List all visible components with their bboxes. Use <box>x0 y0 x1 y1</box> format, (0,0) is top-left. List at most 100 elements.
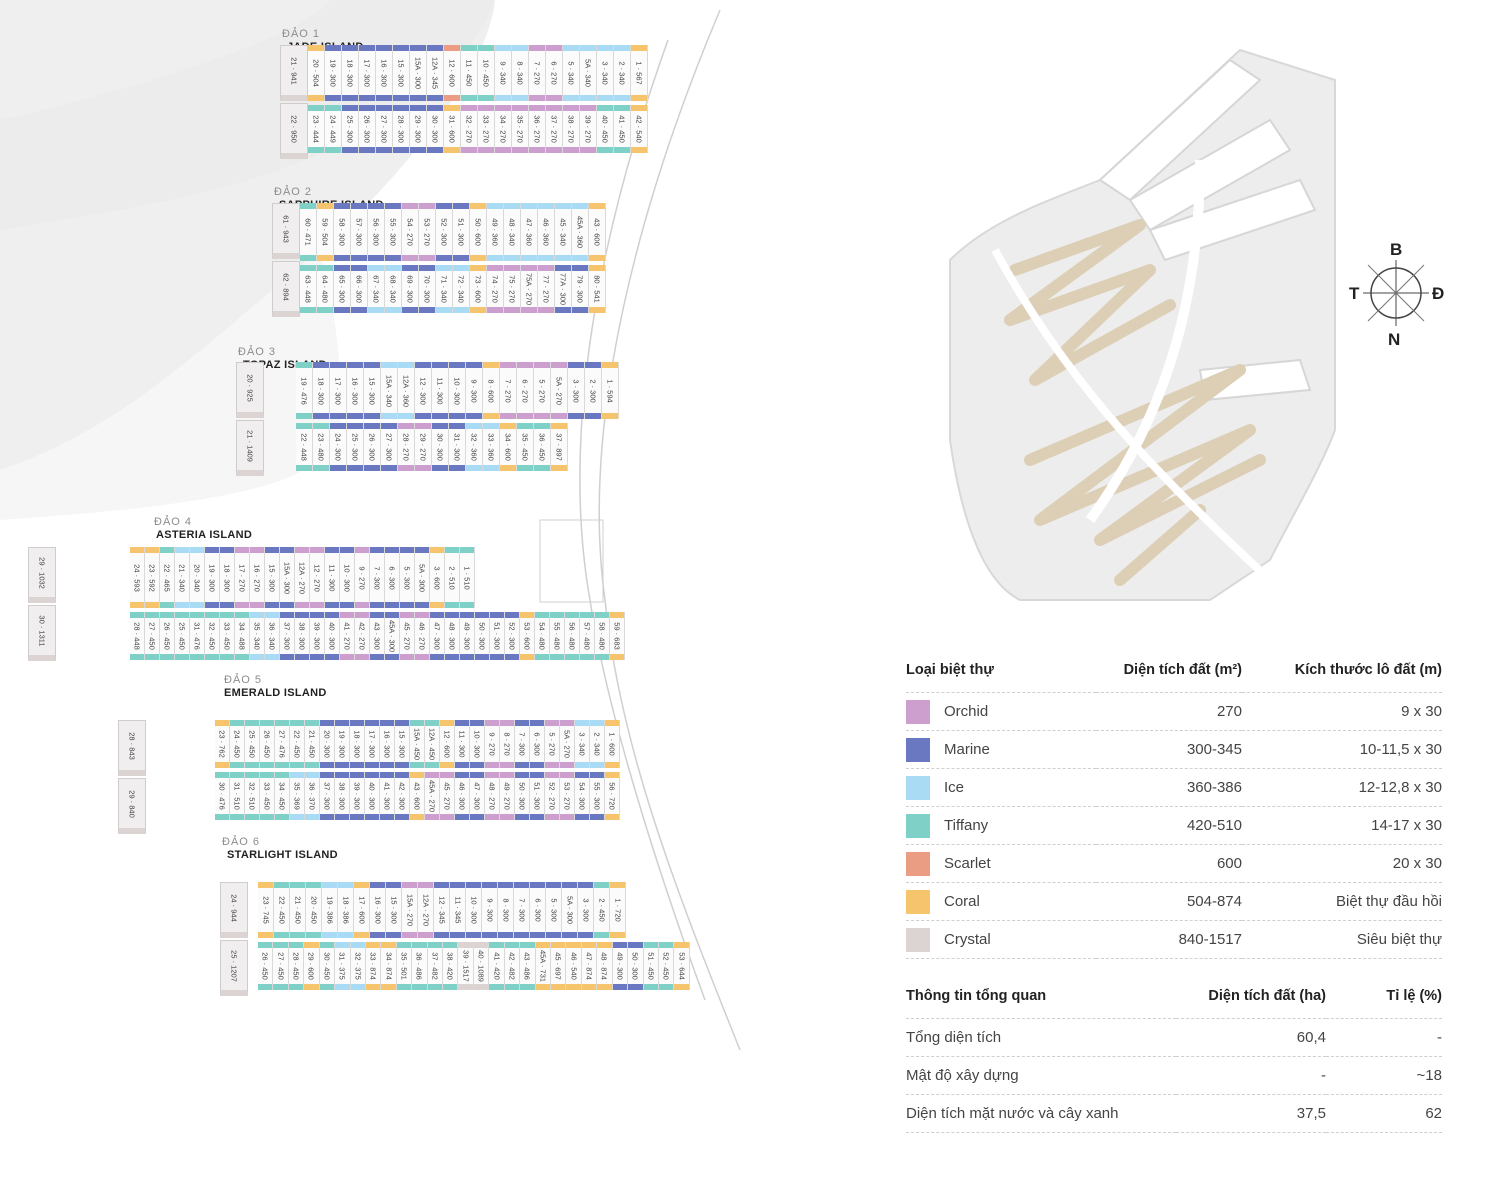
villa-lot[interactable]: 11 · 300 <box>325 547 340 608</box>
villa-lot[interactable]: 30 · 300 <box>427 105 444 153</box>
villa-lot[interactable]: 1 · 720 <box>610 882 626 938</box>
villa-lot[interactable]: 32 · 510 <box>245 772 260 820</box>
villa-lot[interactable]: 20 · 300 <box>320 720 335 768</box>
villa-lot[interactable]: 20 · 504 <box>308 45 325 101</box>
villa-lot[interactable]: 38 · 270 <box>563 105 580 153</box>
villa-lot[interactable]: 28 · 270 <box>398 423 415 471</box>
villa-lot[interactable]: 6 · 300 <box>385 547 400 608</box>
villa-lot[interactable]: 36 · 270 <box>529 105 546 153</box>
end-lot[interactable]: 29 · 840 <box>118 778 146 834</box>
villa-lot[interactable]: 31 · 600 <box>444 105 461 153</box>
villa-lot[interactable]: 42 · 300 <box>395 772 410 820</box>
villa-lot[interactable]: 23 · 444 <box>308 105 325 153</box>
villa-lot[interactable]: 23 · 480 <box>313 423 330 471</box>
villa-lot[interactable]: 19 · 476 <box>296 362 313 419</box>
villa-lot[interactable]: 27 · 450 <box>145 612 160 660</box>
villa-lot[interactable]: 33 · 450 <box>220 612 235 660</box>
villa-lot[interactable]: 19 · 300 <box>205 547 220 608</box>
villa-lot[interactable]: 2 · 340 <box>614 45 631 101</box>
villa-lot[interactable]: 39 · 300 <box>310 612 325 660</box>
villa-lot[interactable]: 8 · 340 <box>512 45 529 101</box>
villa-lot[interactable]: 17 · 270 <box>235 547 250 608</box>
villa-lot[interactable]: 30 · 450 <box>319 942 336 990</box>
villa-lot[interactable]: 9 · 270 <box>355 547 370 608</box>
villa-lot[interactable]: 34 · 600 <box>500 423 517 471</box>
villa-lot[interactable]: 5A · 300 <box>415 547 430 608</box>
end-lot[interactable]: 30 · 1311 <box>28 605 56 661</box>
end-lot[interactable]: 25 · 1207 <box>220 940 248 996</box>
villa-lot[interactable]: 10 · 300 <box>470 720 485 768</box>
villa-lot[interactable]: 40 · 450 <box>597 105 614 153</box>
villa-lot[interactable]: 46 · 540 <box>566 942 582 990</box>
villa-lot[interactable]: 39 · 270 <box>580 105 597 153</box>
villa-lot[interactable]: 58 · 300 <box>334 203 351 261</box>
villa-lot[interactable]: 7 · 300 <box>514 882 530 938</box>
villa-lot[interactable]: 35 · 270 <box>512 105 529 153</box>
villa-lot[interactable]: 15A · 300 <box>410 45 427 101</box>
villa-lot[interactable]: 22 · 450 <box>274 882 290 938</box>
end-lot[interactable]: 62 · 894 <box>272 261 300 317</box>
villa-lot[interactable]: 15A · 270 <box>402 882 418 938</box>
villa-lot[interactable]: 5A · 300 <box>562 882 578 938</box>
villa-lot[interactable]: 28 · 448 <box>130 612 145 660</box>
villa-lot[interactable]: 19 · 386 <box>322 882 338 938</box>
villa-lot[interactable]: 16 · 300 <box>370 882 386 938</box>
villa-lot[interactable]: 27 · 300 <box>376 105 393 153</box>
villa-lot[interactable]: 21 · 450 <box>290 882 306 938</box>
end-lot[interactable]: 21 · 941 <box>280 45 308 101</box>
villa-lot[interactable]: 31 · 476 <box>190 612 205 660</box>
villa-lot[interactable]: 52 · 300 <box>505 612 520 660</box>
end-lot[interactable]: 28 · 843 <box>118 720 146 776</box>
villa-lot[interactable]: 18 · 300 <box>350 720 365 768</box>
villa-lot[interactable]: 38 · 420 <box>443 942 459 990</box>
villa-lot[interactable]: 31 · 510 <box>230 772 245 820</box>
villa-lot[interactable]: 39 · 1517 <box>458 942 474 990</box>
villa-lot[interactable]: 1 · 510 <box>460 547 475 608</box>
villa-lot[interactable]: 58 · 480 <box>595 612 610 660</box>
villa-lot[interactable]: 45 · 270 <box>440 772 455 820</box>
villa-lot[interactable]: 12 · 600 <box>440 720 455 768</box>
villa-lot[interactable]: 33 · 874 <box>365 942 382 990</box>
villa-lot[interactable]: 25 · 450 <box>245 720 260 768</box>
villa-lot[interactable]: 48 · 340 <box>504 203 521 261</box>
villa-lot[interactable]: 6 · 300 <box>530 720 545 768</box>
villa-lot[interactable]: 16 · 300 <box>376 45 393 101</box>
villa-lot[interactable]: 51 · 300 <box>490 612 505 660</box>
villa-lot[interactable]: 54 · 270 <box>402 203 419 261</box>
villa-lot[interactable]: 17 · 600 <box>354 882 370 938</box>
villa-lot[interactable]: 16 · 270 <box>250 547 265 608</box>
villa-lot[interactable]: 37 · 482 <box>427 942 444 990</box>
villa-lot[interactable]: 53 · 644 <box>674 942 690 990</box>
villa-lot[interactable]: 26 · 450 <box>160 612 175 660</box>
villa-lot[interactable]: 20 · 450 <box>306 882 322 938</box>
villa-lot[interactable]: 3 · 340 <box>575 720 590 768</box>
villa-lot[interactable]: 46 · 270 <box>415 612 430 660</box>
villa-lot[interactable]: 19 · 300 <box>335 720 350 768</box>
villa-lot[interactable]: 42 · 270 <box>355 612 370 660</box>
villa-lot[interactable]: 53 · 270 <box>560 772 575 820</box>
villa-lot[interactable]: 25 · 300 <box>342 105 359 153</box>
villa-lot[interactable]: 26 · 300 <box>359 105 376 153</box>
villa-lot[interactable]: 12 · 300 <box>415 362 432 419</box>
villa-lot[interactable]: 29 · 600 <box>304 942 320 990</box>
villa-lot[interactable]: 24 · 300 <box>330 423 347 471</box>
villa-lot[interactable]: 11 · 450 <box>461 45 478 101</box>
villa-lot[interactable]: 48 · 270 <box>485 772 500 820</box>
villa-lot[interactable]: 15 · 300 <box>265 547 280 608</box>
villa-lot[interactable]: 12 · 270 <box>310 547 325 608</box>
villa-lot[interactable]: 23 · 762 <box>215 720 230 768</box>
villa-lot[interactable]: 59 · 504 <box>317 203 334 261</box>
villa-lot[interactable]: 18 · 300 <box>313 362 330 419</box>
villa-lot[interactable]: 24 · 450 <box>230 720 245 768</box>
villa-lot[interactable]: 1 · 567 <box>631 45 648 101</box>
villa-lot[interactable]: 33 · 270 <box>478 105 495 153</box>
villa-lot[interactable]: 55 · 300 <box>590 772 605 820</box>
villa-lot[interactable]: 15A · 340 <box>381 362 398 419</box>
villa-lot[interactable]: 5 · 300 <box>400 547 415 608</box>
villa-lot[interactable]: 2 · 510 <box>445 547 460 608</box>
villa-lot[interactable]: 6 · 300 <box>530 882 546 938</box>
villa-lot[interactable]: 5A · 340 <box>580 45 597 101</box>
villa-lot[interactable]: 49 · 270 <box>500 772 515 820</box>
villa-lot[interactable]: 45 · 340 <box>555 203 572 261</box>
villa-lot[interactable]: 55 · 480 <box>550 612 565 660</box>
